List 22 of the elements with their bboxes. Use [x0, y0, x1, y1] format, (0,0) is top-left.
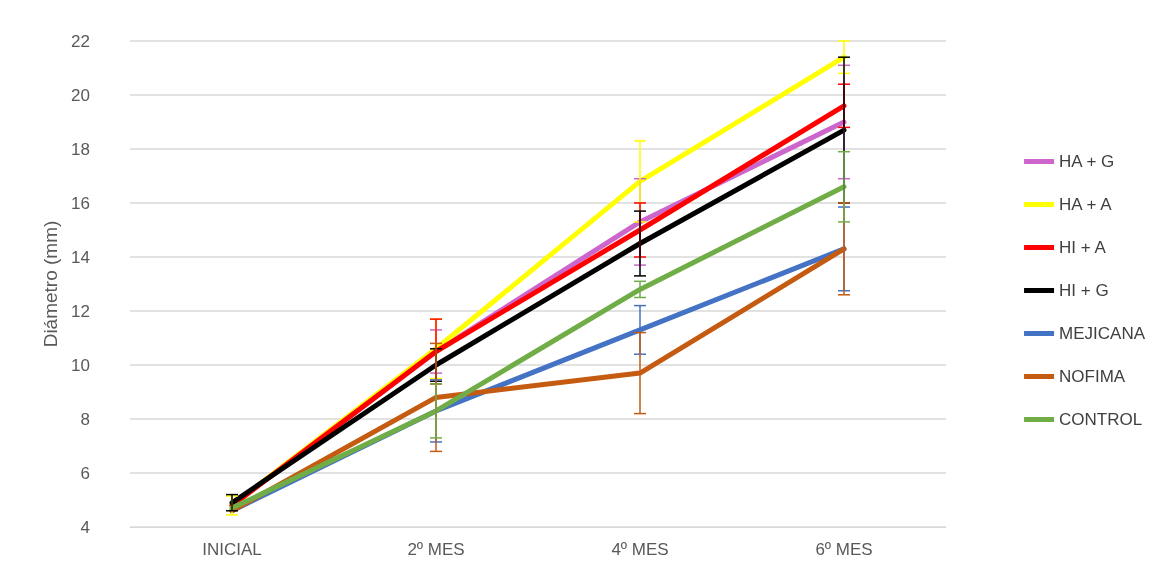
legend-label: HA + G: [1059, 152, 1115, 171]
y-tick-label: 20: [71, 85, 90, 105]
legend-label: HI + G: [1059, 281, 1109, 300]
x-tick-label: 2º MES: [407, 540, 465, 559]
y-tick-label: 4: [80, 517, 90, 537]
x-tick-label: 6º MES: [815, 540, 873, 559]
y-tick-label: 6: [80, 463, 90, 483]
x-tick-label: INICIAL: [202, 540, 262, 559]
y-axis-title: Diámetro (mm): [40, 220, 62, 348]
y-tick-label: 16: [71, 193, 90, 213]
legend-label: HA + A: [1059, 195, 1113, 214]
y-tick-label: 18: [71, 139, 90, 159]
y-tick-label: 22: [71, 31, 90, 51]
legend-label: HI + A: [1059, 238, 1107, 257]
y-tick-label: 8: [80, 409, 90, 429]
legend-label: MEJICANA: [1059, 324, 1146, 343]
y-tick-label: 14: [71, 247, 90, 267]
y-tick-label: 10: [71, 355, 90, 375]
y-tick-label: 12: [71, 301, 90, 321]
legend-label: NOFIMA: [1059, 367, 1126, 386]
legend-label: CONTROL: [1059, 410, 1143, 429]
x-tick-label: 4º MES: [611, 540, 669, 559]
